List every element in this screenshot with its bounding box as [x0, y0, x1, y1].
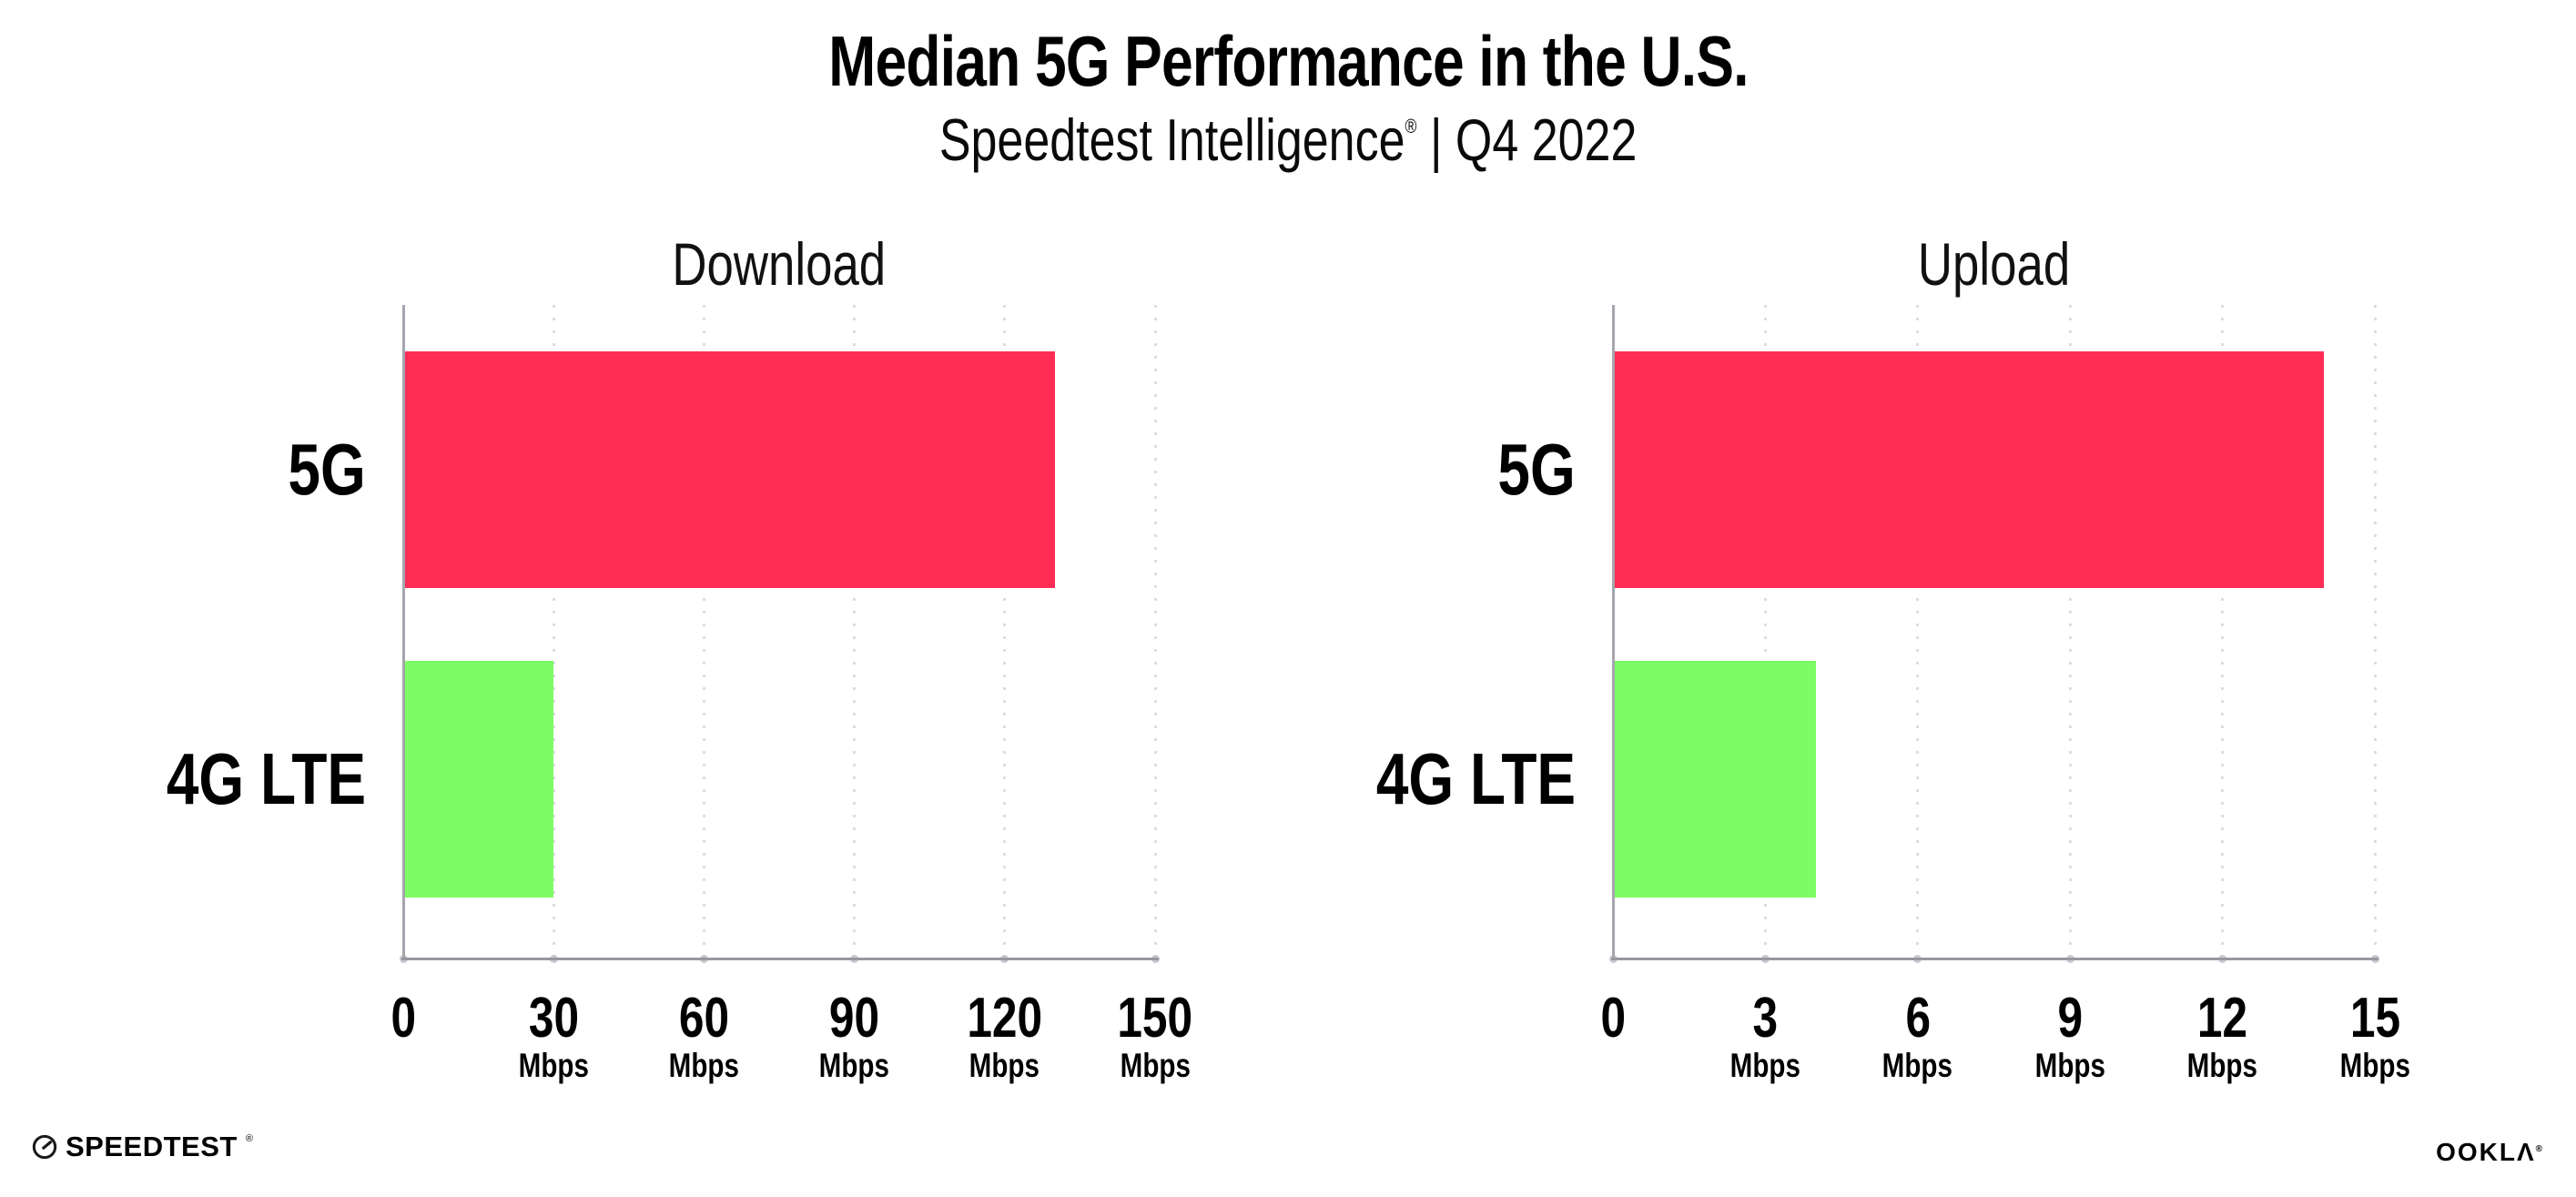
- x-tick-label-0-upload: 0: [1504, 990, 1722, 1047]
- x-tick-unit-text: Mbps: [2339, 1047, 2410, 1084]
- speedtest-registered-icon: ®: [245, 1132, 253, 1144]
- x-tick-unit-text: Mbps: [668, 1047, 740, 1084]
- category-label-text: 5G: [288, 429, 366, 510]
- x-tick-value: 150: [1117, 987, 1193, 1050]
- x-tick-label-0-download: 0: [294, 990, 512, 1047]
- x-tick-value: 6: [1904, 987, 1931, 1050]
- x-tick-unit-text: Mbps: [1120, 1047, 1191, 1084]
- bar-5g-download: [403, 351, 1055, 588]
- x-tick-unit-120-download: Mbps: [896, 1049, 1114, 1082]
- y-axis-download: [401, 305, 405, 960]
- x-tick-label-9-upload: 9: [1961, 990, 2179, 1047]
- x-tick-unit-text: Mbps: [2186, 1047, 2258, 1084]
- chart-title-download-text: Download: [672, 230, 887, 298]
- x-tick-label-150-download: 150: [1046, 990, 1264, 1047]
- x-tick-value: 15: [2349, 987, 2400, 1050]
- chart-title-upload: Upload: [1613, 229, 2375, 299]
- ookla-logo: OOKLΛ®: [2436, 1140, 2542, 1165]
- x-tick-unit-3-upload: Mbps: [1656, 1049, 1874, 1082]
- page-title: Median 5G Performance in the U.S.: [0, 20, 2576, 103]
- x-tick-label-3-upload: 3: [1656, 990, 1874, 1047]
- x-tick-value: 30: [528, 987, 579, 1050]
- upload-plot-area: [1608, 305, 2379, 963]
- x-tick-label-120-download: 120: [896, 990, 1114, 1047]
- subtitle: Speedtest Intelligence® | Q4 2022: [0, 106, 2576, 174]
- category-label-4g-lte-download: 4G LTE: [0, 743, 366, 816]
- x-axis-download: [401, 957, 1159, 960]
- x-tick-unit-text: Mbps: [518, 1047, 589, 1084]
- gridline-3-upload: [1763, 305, 1767, 959]
- x-tick-unit-6-upload: Mbps: [1809, 1049, 2027, 1082]
- x-tick-label-60-download: 60: [594, 990, 813, 1047]
- gridline-9-upload: [2068, 305, 2072, 959]
- x-tick-unit-text: Mbps: [2034, 1047, 2105, 1084]
- x-tick-unit-12-upload: Mbps: [2114, 1049, 2332, 1082]
- x-tick-value: 60: [678, 987, 729, 1050]
- x-tick-value: 3: [1752, 987, 1779, 1050]
- x-tick-value: 0: [1600, 987, 1626, 1050]
- x-tick-value: 9: [2057, 987, 2083, 1050]
- chart-title-upload-text: Upload: [1917, 230, 2071, 298]
- gridline-30-download: [552, 305, 555, 959]
- x-tick-unit-text: Mbps: [969, 1047, 1040, 1084]
- gridline-90-download: [853, 305, 857, 959]
- y-axis-upload: [1611, 305, 1615, 960]
- category-label-text: 5G: [1497, 429, 1576, 510]
- bar-5g-upload: [1613, 351, 2325, 588]
- category-label-5g-download: 5G: [0, 433, 366, 506]
- x-tick-unit-60-download: Mbps: [594, 1049, 813, 1082]
- speedtest-wordmark: SPEEDTEST: [66, 1131, 238, 1162]
- x-tick-label-90-download: 90: [745, 990, 964, 1047]
- download-plot-area: [399, 305, 1160, 963]
- bar-4g-lte-download: [403, 661, 554, 898]
- x-tick-label-15-upload: 15: [2266, 990, 2484, 1047]
- x-tick-value: 0: [390, 987, 416, 1050]
- x-tick-value: 120: [967, 987, 1043, 1050]
- ookla-registered-icon: ®: [2535, 1144, 2542, 1154]
- speedtest-logo: SPEEDTEST ®: [32, 1132, 253, 1161]
- x-tick-unit-90-download: Mbps: [745, 1049, 964, 1082]
- x-tick-label-6-upload: 6: [1809, 990, 2027, 1047]
- gridline-6-upload: [1916, 305, 1920, 959]
- subtitle-brand: Speedtest Intelligence: [938, 107, 1405, 173]
- category-label-text: 4G LTE: [166, 738, 366, 819]
- x-tick-value: 12: [2197, 987, 2248, 1050]
- category-label-4g-lte-upload: 4G LTE: [1121, 743, 1576, 816]
- gridline-60-download: [702, 305, 705, 959]
- ookla-wordmark: OOKLΛ: [2436, 1138, 2536, 1166]
- x-tick-value: 90: [829, 987, 880, 1050]
- gridline-12-upload: [2221, 305, 2225, 959]
- x-axis-upload: [1611, 957, 2378, 960]
- x-tick-unit-150-download: Mbps: [1046, 1049, 1264, 1082]
- x-tick-label-12-upload: 12: [2114, 990, 2332, 1047]
- x-tick-unit-9-upload: Mbps: [1961, 1049, 2179, 1082]
- gridline-150-download: [1153, 305, 1157, 959]
- speedtest-gauge-icon: [32, 1134, 57, 1159]
- category-label-5g-upload: 5G: [1121, 433, 1576, 506]
- x-tick-unit-text: Mbps: [1729, 1047, 1801, 1084]
- bar-4g-lte-upload: [1613, 661, 1817, 898]
- category-label-text: 4G LTE: [1375, 738, 1576, 819]
- x-tick-unit-text: Mbps: [818, 1047, 890, 1084]
- x-tick-unit-15-upload: Mbps: [2266, 1049, 2484, 1082]
- gridline-15-upload: [2373, 305, 2377, 959]
- chart-title-download: Download: [403, 229, 1155, 299]
- page-title-text: Median 5G Performance in the U.S.: [827, 21, 1749, 101]
- subtitle-period: | Q4 2022: [1416, 107, 1638, 173]
- x-tick-label-30-download: 30: [444, 990, 663, 1047]
- x-tick-unit-text: Mbps: [1882, 1047, 1953, 1084]
- x-tick-unit-30-download: Mbps: [444, 1049, 663, 1082]
- gridline-120-download: [1003, 305, 1007, 959]
- registered-trademark-icon: ®: [1405, 115, 1417, 137]
- subtitle-text: Speedtest Intelligence® | Q4 2022: [939, 106, 1638, 174]
